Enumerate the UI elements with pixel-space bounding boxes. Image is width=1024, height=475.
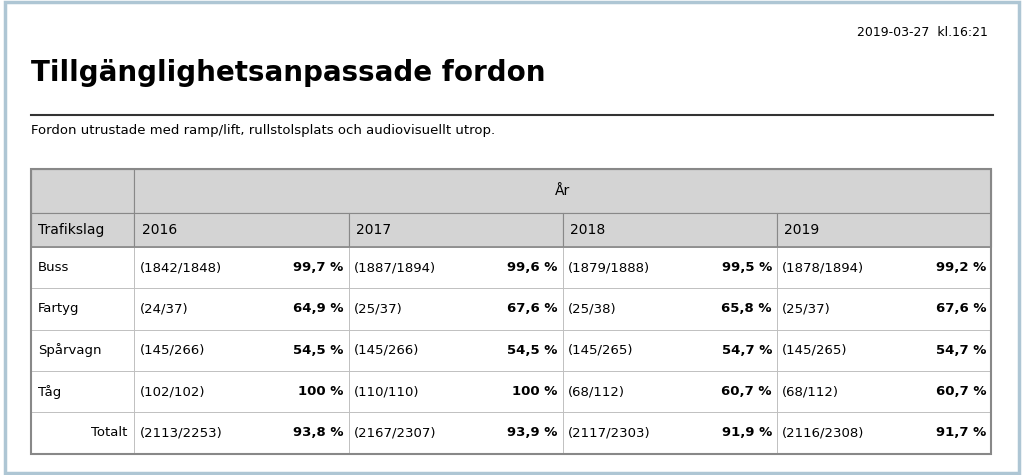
Text: 99,5 %: 99,5 % [722, 261, 772, 274]
Text: (2167/2307): (2167/2307) [353, 427, 436, 439]
Text: (2116/2308): (2116/2308) [782, 427, 864, 439]
Text: 2017: 2017 [355, 223, 391, 237]
Text: 91,9 %: 91,9 % [722, 427, 772, 439]
Text: (25/37): (25/37) [353, 303, 402, 315]
Text: 54,5 %: 54,5 % [293, 344, 343, 357]
Text: 64,9 %: 64,9 % [293, 303, 343, 315]
Text: (145/265): (145/265) [568, 344, 634, 357]
Text: Fordon utrustade med ramp/lift, rullstolsplats och audiovisuellt utrop.: Fordon utrustade med ramp/lift, rullstol… [31, 124, 495, 137]
Text: (1887/1894): (1887/1894) [353, 261, 436, 274]
Text: 93,9 %: 93,9 % [507, 427, 558, 439]
Text: 60,7 %: 60,7 % [722, 385, 772, 398]
Text: 54,7 %: 54,7 % [722, 344, 772, 357]
Text: 65,8 %: 65,8 % [722, 303, 772, 315]
Text: (2117/2303): (2117/2303) [568, 427, 650, 439]
Text: 91,7 %: 91,7 % [936, 427, 986, 439]
Text: 93,8 %: 93,8 % [293, 427, 343, 439]
Text: 54,7 %: 54,7 % [936, 344, 986, 357]
Text: Trafikslag: Trafikslag [38, 223, 104, 237]
Text: (145/266): (145/266) [139, 344, 205, 357]
Text: (25/38): (25/38) [568, 303, 616, 315]
Text: 2016: 2016 [141, 223, 177, 237]
Text: Spårvagn: Spårvagn [38, 343, 101, 357]
Text: 60,7 %: 60,7 % [936, 385, 986, 398]
Text: (2113/2253): (2113/2253) [139, 427, 222, 439]
Text: Fartyg: Fartyg [38, 303, 80, 315]
Text: 99,7 %: 99,7 % [293, 261, 343, 274]
Text: (1879/1888): (1879/1888) [568, 261, 650, 274]
Text: (1878/1894): (1878/1894) [782, 261, 864, 274]
Text: (1842/1848): (1842/1848) [139, 261, 222, 274]
Text: 2018: 2018 [570, 223, 605, 237]
Text: 54,5 %: 54,5 % [507, 344, 558, 357]
Text: 99,6 %: 99,6 % [507, 261, 558, 274]
Text: Buss: Buss [38, 261, 70, 274]
Text: 99,2 %: 99,2 % [936, 261, 986, 274]
Text: (25/37): (25/37) [782, 303, 830, 315]
Text: Tillgänglighetsanpassade fordon: Tillgänglighetsanpassade fordon [31, 59, 545, 87]
Text: Totalt: Totalt [91, 427, 127, 439]
Text: 2019: 2019 [784, 223, 819, 237]
Text: 67,6 %: 67,6 % [507, 303, 558, 315]
Text: (110/110): (110/110) [353, 385, 419, 398]
Text: (145/265): (145/265) [782, 344, 848, 357]
Text: 100 %: 100 % [298, 385, 343, 398]
Text: 2019-03-27  kl.16:21: 2019-03-27 kl.16:21 [857, 26, 988, 39]
Text: År: År [555, 184, 570, 198]
Text: (145/266): (145/266) [353, 344, 419, 357]
Text: Tåg: Tåg [38, 385, 61, 399]
Text: (24/37): (24/37) [139, 303, 188, 315]
Text: (68/112): (68/112) [782, 385, 839, 398]
Text: 67,6 %: 67,6 % [936, 303, 986, 315]
Text: (68/112): (68/112) [568, 385, 625, 398]
Text: (102/102): (102/102) [139, 385, 205, 398]
Text: 100 %: 100 % [512, 385, 558, 398]
